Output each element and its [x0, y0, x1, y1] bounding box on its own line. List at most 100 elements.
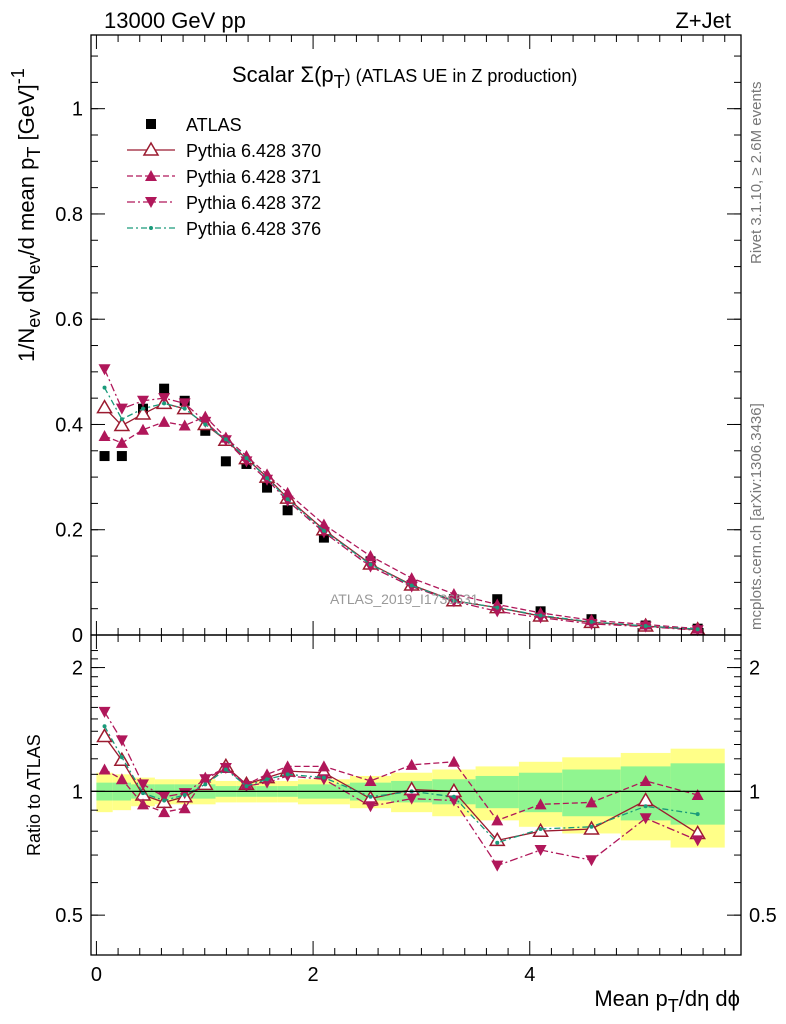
main-series-0-point — [262, 482, 273, 493]
ratio-series-2-point — [158, 791, 171, 803]
ratio-series-2-point — [281, 770, 294, 782]
legend-marker-3 — [145, 197, 157, 208]
ratio-series-2-point — [585, 855, 598, 867]
legend-label-2: Pythia 6.428 371 — [186, 167, 321, 187]
main-series-0-point — [159, 383, 170, 394]
main-series-4-point — [244, 456, 249, 461]
plot-title-main: Scalar Σ(p — [232, 62, 334, 87]
ratio-series-3-point — [451, 794, 456, 799]
main-series-1-point — [113, 417, 131, 432]
ratio-series-1-point — [364, 774, 377, 786]
main-series-2-point — [115, 436, 128, 448]
main-series-2-point — [281, 486, 294, 498]
plot-title-tail: ) (ATLAS UE in Z production) — [345, 66, 578, 86]
legend-marker-0 — [146, 119, 156, 129]
band-inner-segment — [475, 775, 519, 809]
ratio-series-2-point — [405, 793, 418, 805]
x-tick-label: 2 — [308, 964, 319, 986]
y-axis-label-main: 1/Nev dNev/d mean pT [GeV]-1 — [8, 68, 44, 362]
ratio-series-3-point — [162, 798, 167, 803]
ratio-series-1-point — [405, 758, 418, 770]
main-series-0-point — [200, 425, 211, 436]
main-series-4-point — [451, 598, 456, 603]
main-series-0-point — [99, 451, 110, 462]
main-series-4-point — [368, 562, 373, 567]
y-axis-label-ratio: Ratio to ATLAS — [24, 734, 44, 856]
main-y-tick-label: 0 — [72, 625, 83, 647]
main-series-4-point — [182, 406, 187, 411]
main-series-4-point — [119, 417, 124, 422]
rivet-note: Rivet 3.1.10, ≥ 2.6M events — [748, 82, 765, 265]
legend-label-3: Pythia 6.428 372 — [186, 193, 321, 213]
ratio-y-tick-label: 0.5 — [55, 905, 83, 927]
process-label: Z+Jet — [675, 8, 731, 33]
main-series-3-point — [317, 527, 330, 539]
main-series-2-point — [98, 430, 111, 442]
legend-marker-2 — [145, 170, 157, 181]
ratio-y-tick-label-right: 1 — [749, 781, 760, 803]
ratio-series-3-point — [643, 804, 648, 809]
main-series-0-point — [220, 456, 231, 467]
ratio-series-3-point — [141, 791, 145, 796]
ratio-series-0-point — [96, 727, 113, 743]
ratio-series-3-point — [244, 784, 249, 789]
x-axis-label: Mean pT/dη dϕ — [594, 986, 740, 1016]
main-series-3-point — [178, 398, 191, 410]
main-series-3-point — [281, 495, 294, 507]
energy-label: 13000 GeV pp — [104, 8, 246, 33]
main-y-tick-label: 1 — [72, 99, 83, 121]
ratio-series-3-point — [182, 792, 187, 797]
ratio-y-tick-label: 1 — [72, 781, 83, 803]
legend-label-1: Pythia 6.428 370 — [186, 141, 321, 161]
main-y-tick-label: 0.8 — [55, 204, 83, 226]
main-series-2-point — [364, 550, 377, 562]
x-axis-label-sub: T — [668, 996, 679, 1016]
ratio-series-2-point — [447, 795, 460, 807]
main-series-4-point — [285, 497, 290, 502]
ratio-series-3-point — [285, 772, 290, 777]
legend-label-0: ATLAS — [186, 115, 242, 135]
main-series-3-point — [115, 403, 128, 415]
main-series-2-point — [405, 572, 418, 584]
main-series-0-point — [116, 451, 127, 462]
x-axis-label-tail: /dη dϕ — [679, 986, 740, 1011]
main-series-3-point — [98, 364, 111, 376]
ratio-series-2-point — [98, 706, 111, 718]
ratio-series-2-point — [115, 735, 128, 747]
ratio-series-1-point — [115, 773, 128, 785]
main-series-4-point — [643, 624, 648, 629]
legend-marker-1 — [142, 141, 160, 156]
ratio-series-2-point — [534, 845, 547, 857]
ratio-series-3-point — [538, 826, 543, 831]
axes: 0 0.2 0.4 0.6 0.8 1 0.5 0.5 1 1 2 2 0 2 4 — [55, 34, 777, 986]
legend-marker-4 — [149, 226, 153, 230]
main-series-4-point — [695, 627, 700, 632]
ratio-series-2-point — [364, 801, 377, 813]
ratio-y-tick-label-right: 2 — [749, 658, 760, 680]
main-series-4-point — [409, 583, 414, 588]
ratio-series-3-point — [321, 775, 326, 780]
main-series-4-point — [538, 613, 543, 618]
x-tick-label: 0 — [91, 964, 102, 986]
ratio-series-2-point — [137, 779, 149, 791]
main-series-2-point — [158, 415, 171, 427]
band-inner-segment — [562, 769, 621, 817]
ratio-series-3-point — [589, 824, 594, 829]
ratio-series-1-point — [447, 755, 460, 767]
ratio-series-3-point — [695, 812, 700, 817]
main-series-4-point — [162, 401, 167, 406]
analysis-watermark: ATLAS_2019_I1736531 — [330, 591, 479, 607]
main-series-3-point — [199, 416, 212, 428]
main-series-2-point — [178, 419, 191, 431]
ratio-series-1-point — [178, 802, 191, 814]
ratio-series-1-point — [639, 774, 652, 786]
mcplots-note: mcplots.cern.ch [arXiv:1306.3436] — [748, 403, 765, 630]
ratio-series-2-point — [491, 860, 504, 872]
ratio-series-2-point — [639, 813, 652, 825]
main-series-2-point — [317, 518, 330, 530]
ratio-y-tick-label: 2 — [72, 658, 83, 680]
main-series-4-point — [495, 605, 500, 610]
ratio-series-1-point — [158, 806, 171, 818]
ratio-series-3-point — [368, 794, 373, 799]
